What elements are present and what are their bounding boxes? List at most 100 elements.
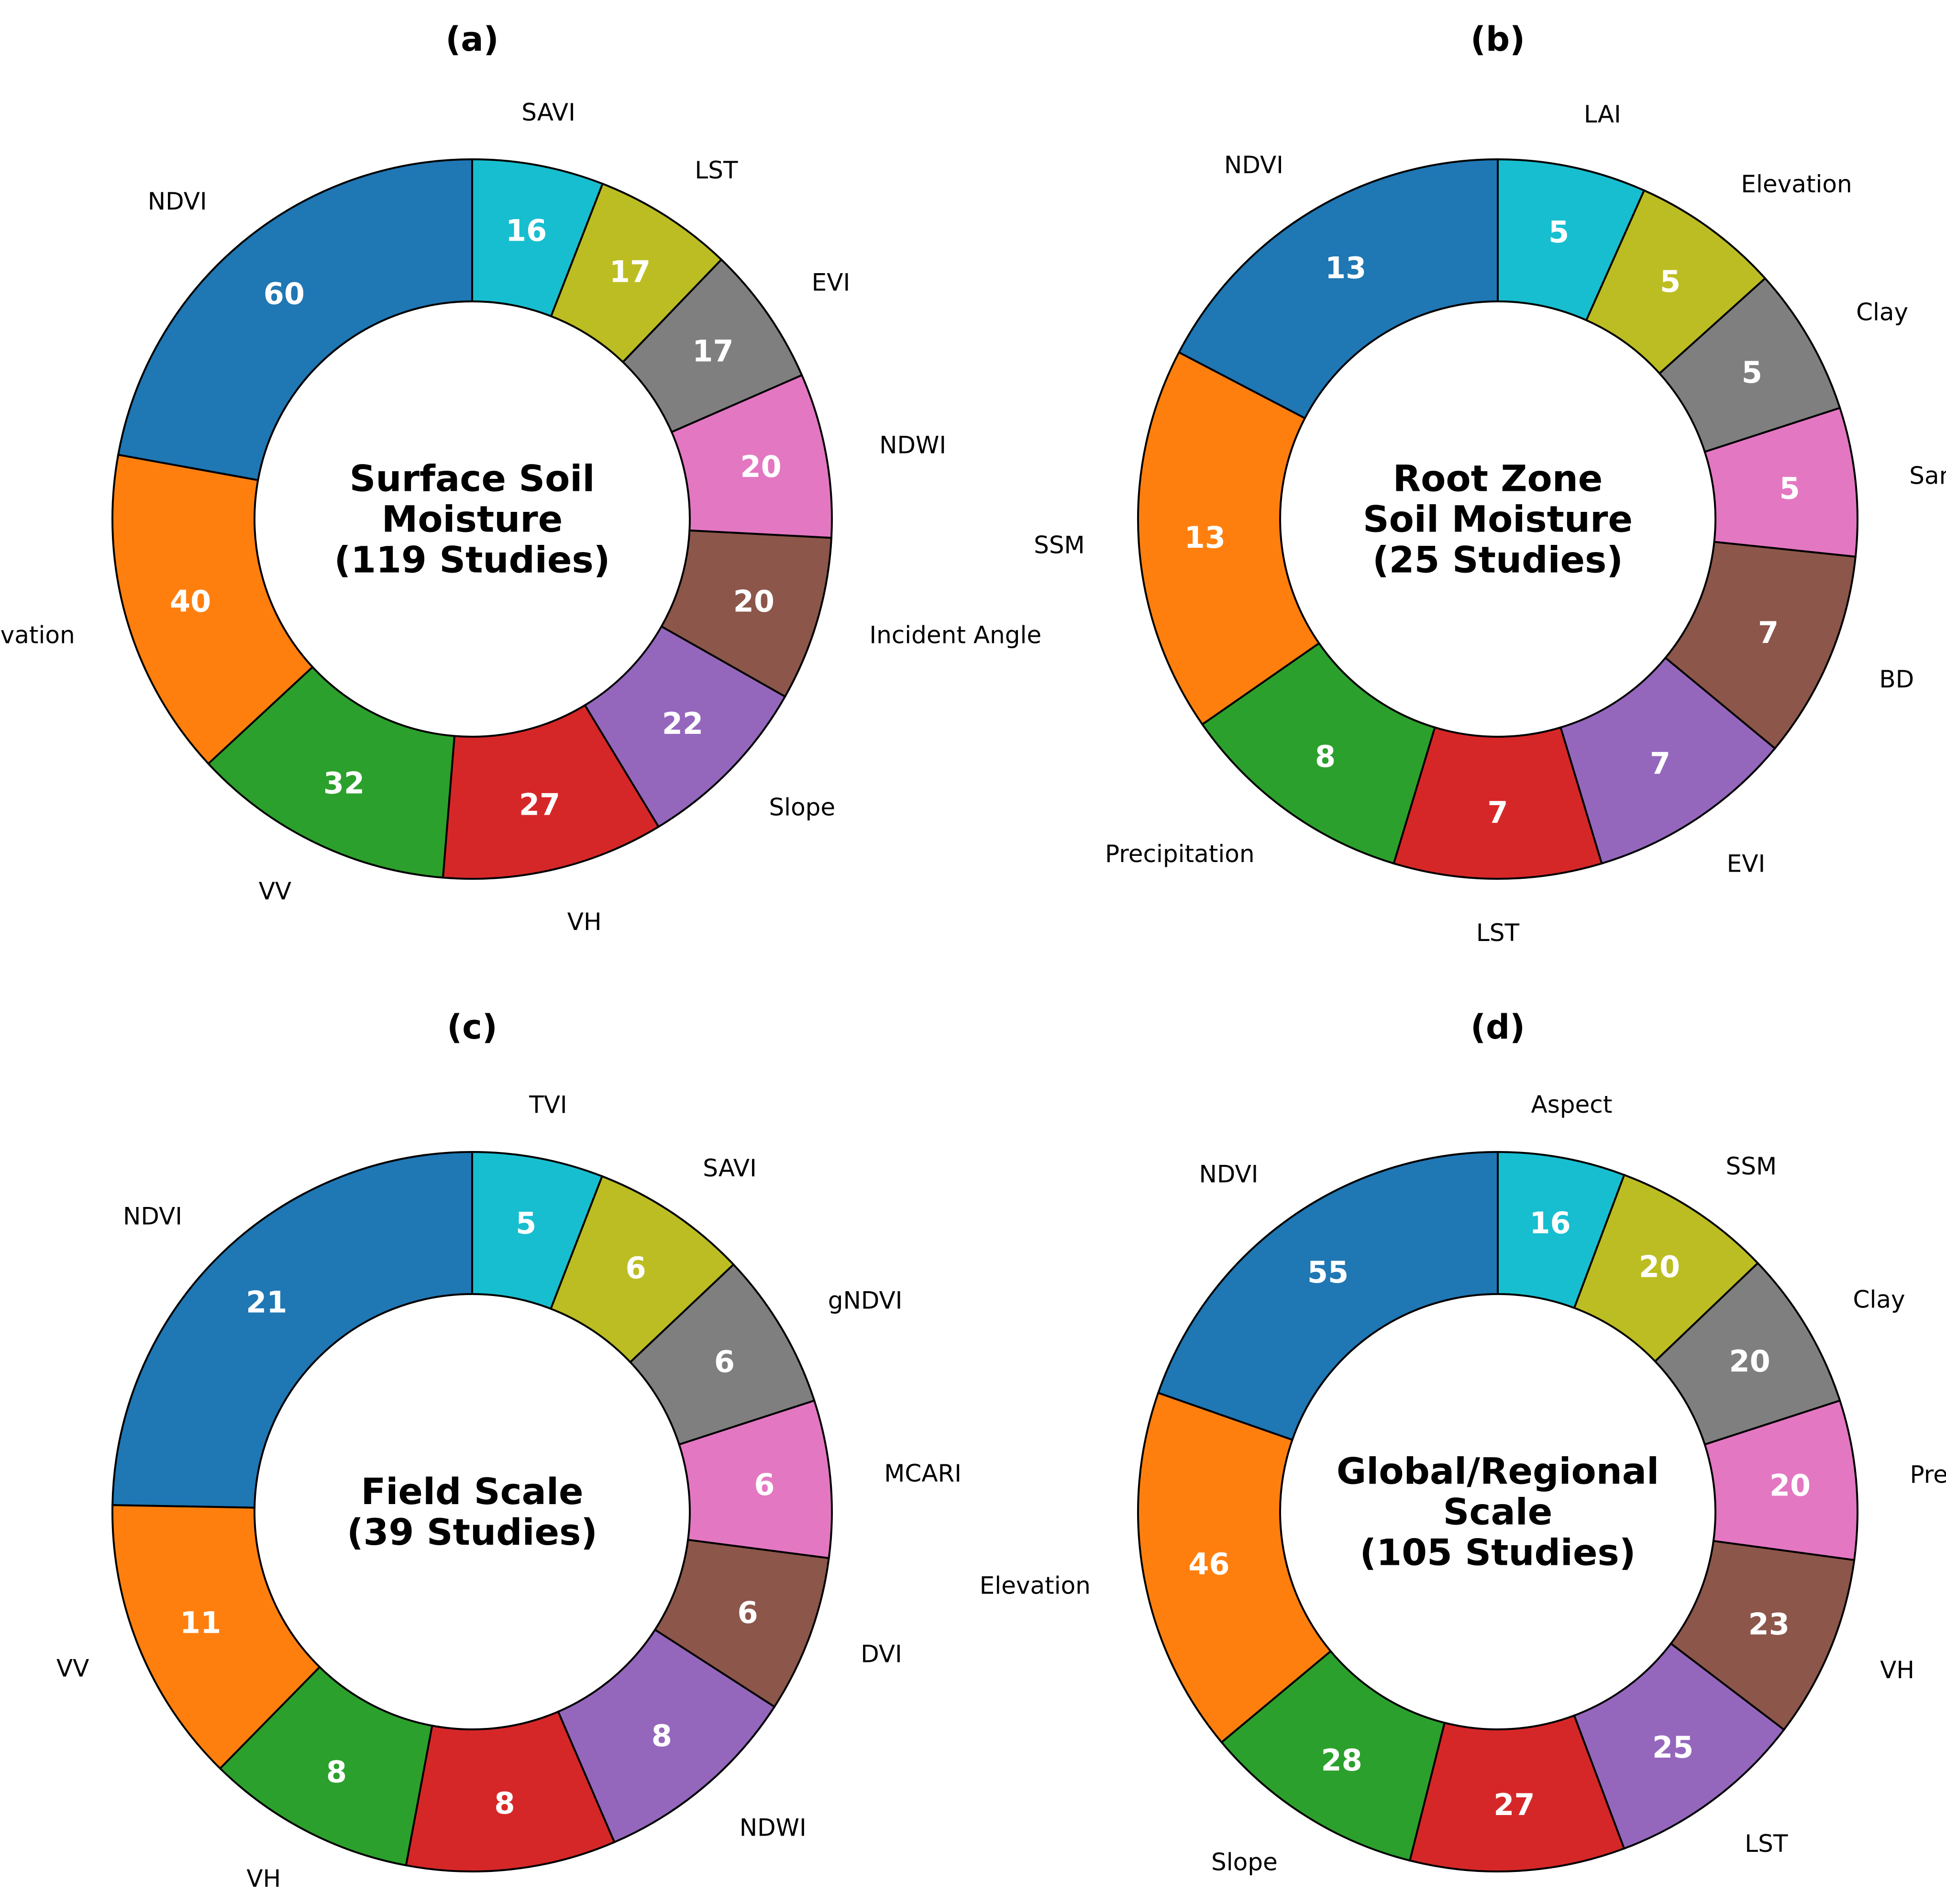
- category-label-ndvi: NDVI: [1199, 1161, 1258, 1188]
- wedge-precipitation: [1201, 642, 1436, 865]
- value-label-clay: 5: [1742, 355, 1762, 390]
- category-label-clay: Clay: [1853, 1285, 1905, 1313]
- value-label-precipitation: 8: [1315, 739, 1336, 774]
- category-label-ssm: SSM: [1726, 1152, 1777, 1180]
- category-label-lst: LST: [695, 156, 738, 184]
- wedge-aspect: [1497, 1151, 1625, 1309]
- category-label-lai: LAI: [1584, 100, 1621, 128]
- category-label-vv: VV: [56, 1654, 89, 1682]
- value-label-mcari: 6: [754, 1467, 774, 1502]
- wedge-ndvi: [111, 1151, 473, 1509]
- category-label-ndwi: NDWI: [879, 431, 946, 459]
- donut-chart-2: (b) 13 NDVI 13 SSM 8 Precipitation 7 LST 7 EVI 7 BD 5…: [1034, 20, 1946, 947]
- value-label-savi: 6: [625, 1251, 646, 1285]
- category-label-tvi: TVI: [529, 1091, 567, 1119]
- category-label-vh: VH: [246, 1865, 281, 1893]
- wedge-ndvi: [1157, 1151, 1499, 1441]
- value-label-evi: 7: [1650, 746, 1670, 781]
- category-label-slope: Slope: [1211, 1848, 1278, 1876]
- wedge-ndvi: [117, 158, 473, 482]
- category-label-vh: VH: [1880, 1656, 1914, 1684]
- value-label-vh: 27: [519, 787, 560, 822]
- category-label-sand: Sand: [1909, 462, 1946, 490]
- center-title-line: Field Scale: [361, 1470, 583, 1513]
- value-label-lst: 25: [1652, 1730, 1693, 1765]
- value-label-vv: 11: [180, 1605, 221, 1640]
- center-title-line: Root Zone: [1393, 457, 1603, 500]
- category-label-incident-angle: Incident Angle: [869, 621, 1041, 649]
- donut-chart-4: (d)55NDVI46Elevation28Slope27VV25LST23VH…: [980, 1007, 1946, 1876]
- category-label-ndvi: NDVI: [148, 188, 207, 215]
- category-label-ndwi: NDWI: [740, 1814, 807, 1841]
- value-label-clay: 20: [1729, 1344, 1770, 1379]
- value-label-elevation: 46: [1188, 1547, 1229, 1582]
- wedge-lai: [1497, 158, 1646, 321]
- value-label-ndvi: 13: [1325, 251, 1366, 286]
- value-label-ndwi: 20: [740, 449, 781, 484]
- category-label-elevation: Elevation: [1741, 170, 1852, 198]
- value-label-tvi: 5: [516, 1206, 536, 1240]
- value-label-ssm: 20: [1639, 1249, 1680, 1284]
- value-label-evi: 8: [494, 1786, 515, 1821]
- value-label-precipitation: 20: [1769, 1468, 1811, 1503]
- wedge-vv: [111, 1504, 321, 1770]
- category-label-mcari: MCARI: [884, 1460, 962, 1487]
- category-label-lst: LST: [1476, 919, 1520, 947]
- value-label-vv: 27: [1493, 1787, 1535, 1822]
- category-label-dvi: DVI: [861, 1640, 902, 1668]
- category-label-evi: EVI: [812, 268, 851, 296]
- center-title-line: (119 Studies): [334, 539, 610, 581]
- value-label-ndvi: 60: [264, 277, 305, 311]
- wedge-elevation: [1137, 1392, 1332, 1744]
- value-label-slope: 22: [662, 706, 703, 741]
- value-label-elevation: 40: [170, 584, 211, 619]
- value-label-elevation: 5: [1660, 264, 1681, 299]
- panel-label: (a): [445, 20, 498, 59]
- value-label-dvi: 6: [737, 1595, 758, 1630]
- donut-chart-1: (a) 60 NDVI 40 Elevation 32 VV 27 VH 22 Slope 20 Inc…: [0, 20, 1041, 936]
- category-label-precipitation: Precipitation: [1105, 840, 1255, 868]
- panel-label: (d): [1471, 1007, 1525, 1047]
- donut-chart-3: (c)21NDVI11VV8VH8EVI8NDWI6DVI6MCARI6gNDV…: [56, 1007, 962, 1893]
- wedge-ssm: [1137, 351, 1321, 726]
- value-label-ssm: 13: [1184, 520, 1226, 555]
- value-label-incident-angle: 20: [733, 584, 774, 619]
- value-label-vh: 23: [1748, 1606, 1790, 1641]
- center-title-line: Moisture: [382, 498, 563, 541]
- value-label-vh: 8: [326, 1755, 347, 1790]
- category-label-aspect: Aspect: [1531, 1091, 1613, 1118]
- value-label-sand: 5: [1780, 471, 1800, 506]
- center-title-line: (25 Studies): [1372, 539, 1623, 581]
- center-title-line: (39 Studies): [347, 1511, 597, 1553]
- wedge-savi: [471, 158, 604, 318]
- value-label-evi: 17: [692, 334, 733, 369]
- center-title-line: Surface Soil: [350, 457, 595, 500]
- category-label-clay: Clay: [1856, 299, 1908, 326]
- category-label-savi: SAVI: [703, 1154, 757, 1182]
- value-label-savi: 16: [506, 213, 547, 248]
- wedge-vv: [207, 665, 456, 879]
- category-label-bd: BD: [1879, 665, 1914, 693]
- panel-label: (c): [447, 1007, 497, 1047]
- value-label-ndvi: 55: [1307, 1255, 1349, 1290]
- wedge-tvi: [471, 1151, 604, 1310]
- category-label-ndvi: NDVI: [123, 1203, 182, 1230]
- value-label-gndvi: 6: [714, 1344, 735, 1379]
- center-title-line: Scale: [1443, 1491, 1553, 1533]
- value-label-vv: 32: [323, 765, 365, 800]
- center-title-line: Soil Moisture: [1363, 498, 1633, 541]
- value-label-lst: 17: [609, 254, 651, 289]
- category-label-vv: VV: [259, 877, 291, 905]
- value-label-ndvi: 21: [246, 1285, 287, 1320]
- wedge-ndvi: [1177, 158, 1499, 420]
- category-label-evi: EVI: [1727, 850, 1766, 877]
- category-label-elevation: Elevation: [0, 621, 75, 649]
- value-label-lai: 5: [1548, 214, 1569, 249]
- value-label-bd: 7: [1758, 615, 1779, 650]
- category-label-vh: VH: [567, 908, 602, 936]
- wedge-elevation: [111, 454, 314, 765]
- center-title-line: (105 Studies): [1360, 1531, 1636, 1574]
- category-label-elevation: Elevation: [980, 1572, 1091, 1599]
- category-label-lst: LST: [1745, 1830, 1788, 1858]
